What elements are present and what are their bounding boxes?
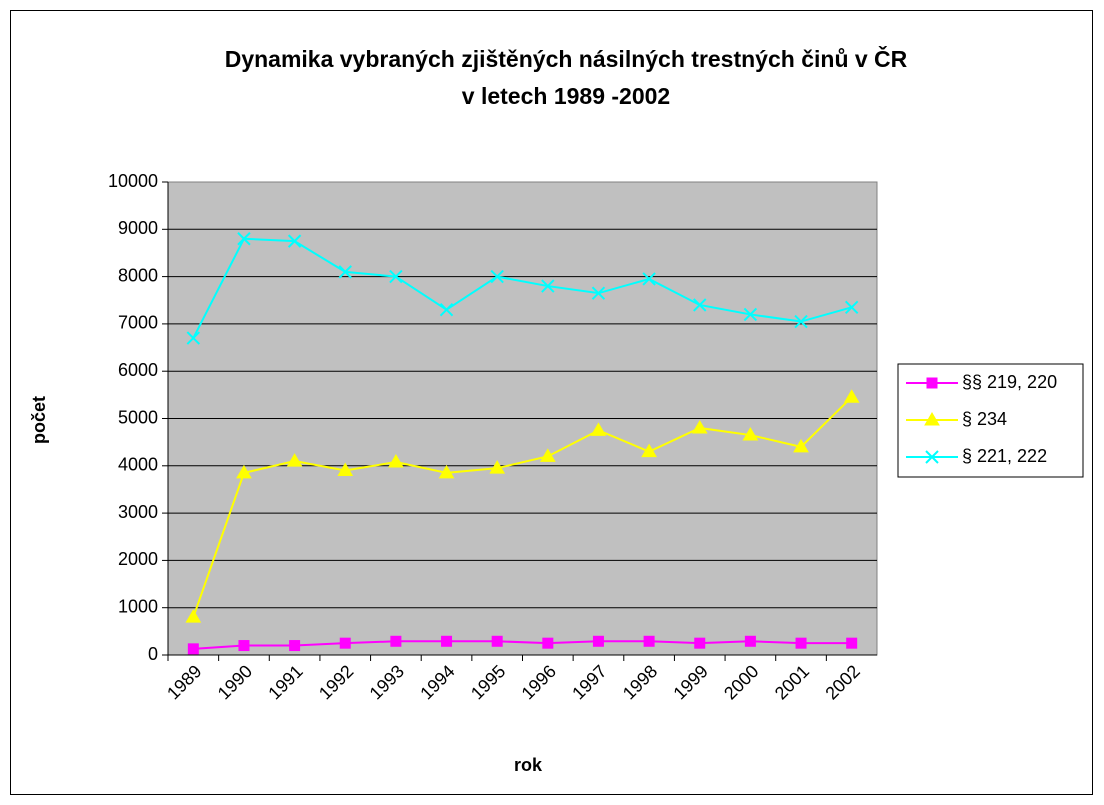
marker (389, 269, 403, 284)
marker (489, 460, 506, 474)
marker (541, 279, 555, 293)
x-axis-label: rok (514, 755, 543, 775)
marker (926, 377, 938, 389)
marker (542, 637, 554, 649)
marker (289, 640, 301, 652)
marker (925, 450, 939, 464)
series-line (192, 237, 852, 339)
marker (694, 637, 706, 649)
chart-title: v letech 1989 -2002 (462, 83, 670, 109)
y-tick-label: 10000 (108, 171, 158, 191)
marker (742, 427, 759, 441)
y-tick-label: 9000 (118, 218, 158, 238)
y-tick-label: 1000 (118, 596, 158, 616)
marker (390, 635, 402, 647)
marker (339, 637, 351, 649)
marker (237, 232, 251, 246)
marker (490, 269, 504, 284)
y-tick-label: 7000 (118, 313, 158, 333)
marker (924, 412, 940, 426)
marker (643, 635, 655, 647)
marker (287, 234, 302, 248)
marker (590, 422, 607, 436)
marker (186, 331, 201, 345)
marker (441, 635, 453, 647)
marker (337, 462, 354, 477)
marker (438, 464, 455, 479)
marker (641, 443, 657, 458)
marker (439, 303, 454, 317)
y-tick-label: 2000 (118, 549, 158, 569)
y-tick-label: 6000 (118, 360, 158, 380)
y-axis-label: počet (29, 396, 49, 444)
legend-label: § 234 (962, 409, 1007, 429)
marker (388, 454, 404, 468)
legend-label: § 221, 222 (962, 446, 1047, 466)
marker (591, 286, 606, 300)
marker (238, 640, 250, 652)
marker (592, 635, 604, 647)
marker (642, 272, 656, 286)
marker (185, 609, 202, 623)
y-tick-label: 4000 (118, 455, 158, 475)
marker (795, 637, 807, 649)
legend-label: §§ 219, 220 (962, 372, 1057, 392)
y-tick-label: 3000 (118, 502, 158, 522)
marker (693, 298, 707, 312)
y-tick-label: 8000 (118, 265, 158, 285)
marker (539, 448, 556, 462)
marker (844, 300, 859, 315)
marker (691, 419, 708, 434)
marker (843, 389, 860, 403)
series-line (193, 640, 852, 650)
marker (286, 453, 303, 467)
marker (491, 635, 503, 647)
marker (793, 438, 809, 453)
y-tick-label: 0 (148, 644, 158, 664)
marker (744, 635, 756, 647)
y-tick-label: 5000 (118, 407, 158, 427)
legend: §§ 219, 220 § 234 § 221, 222 (897, 363, 1084, 478)
chart-title: Dynamika vybraných zjištěných násilných … (225, 45, 908, 72)
marker (236, 464, 252, 479)
marker (794, 314, 808, 329)
marker (338, 265, 352, 279)
marker (187, 643, 199, 655)
marker (743, 307, 758, 322)
marker (846, 637, 858, 649)
series-line (192, 396, 853, 618)
